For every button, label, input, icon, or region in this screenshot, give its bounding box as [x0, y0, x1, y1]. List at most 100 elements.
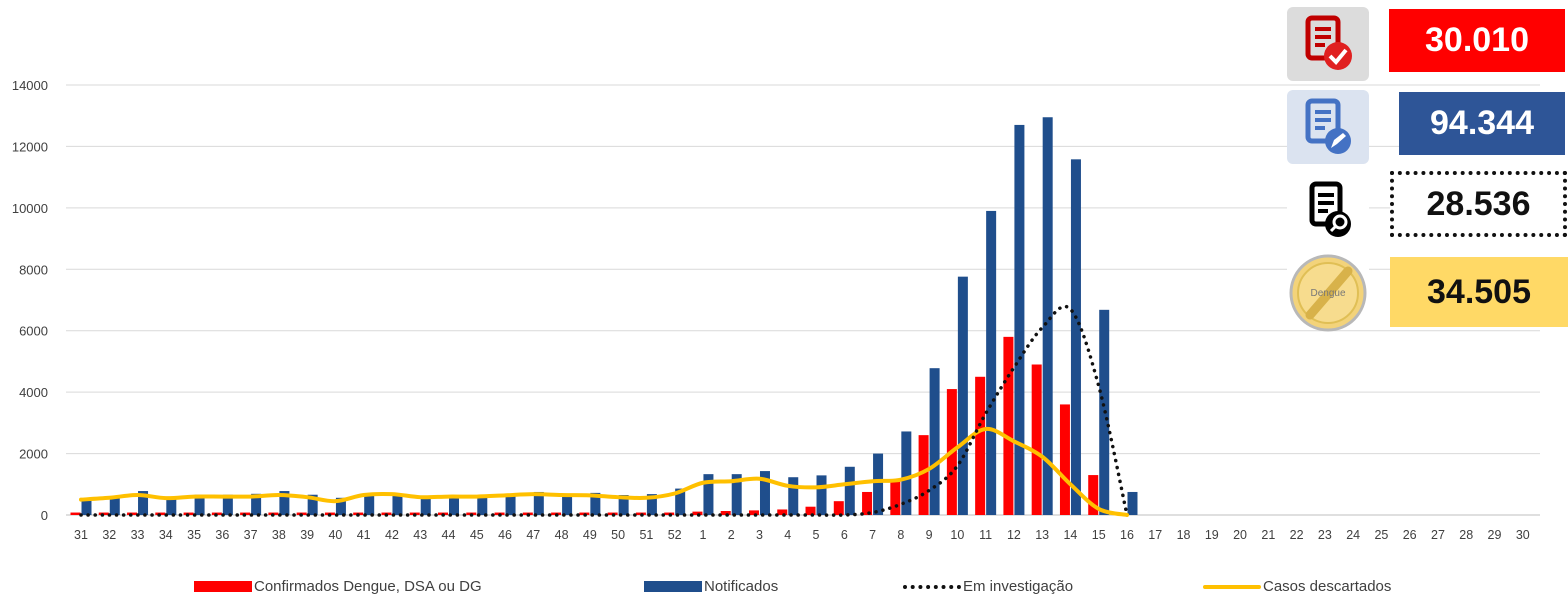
x-tick-label: 17 [1148, 528, 1162, 542]
bar-confirmed [918, 435, 929, 515]
y-tick-label: 4000 [19, 385, 48, 400]
x-tick-label: 19 [1205, 528, 1219, 542]
bar-notified [844, 466, 855, 515]
x-tick-label: 45 [470, 528, 484, 542]
bar-notified [590, 492, 601, 515]
bar-notified [420, 495, 431, 515]
legend-item-notified: Notificados [644, 578, 778, 595]
bar-notified [222, 494, 233, 515]
bar-notified [477, 495, 488, 515]
bar-confirmed [692, 511, 703, 515]
x-tick-label: 42 [385, 528, 399, 542]
y-tick-label: 12000 [12, 139, 48, 154]
bar-confirmed [748, 510, 759, 515]
bar-notified [533, 491, 544, 515]
bar-notified [957, 276, 968, 515]
bar-notified [618, 495, 629, 515]
x-tick-label: 9 [926, 528, 933, 542]
y-tick-label: 0 [41, 508, 48, 523]
x-tick-label: 24 [1346, 528, 1360, 542]
legend-swatch-notified [644, 581, 702, 592]
bar-notified [929, 368, 940, 515]
bar-notified [81, 500, 92, 515]
x-tick-label: 37 [244, 528, 258, 542]
x-tick-label: 5 [813, 528, 820, 542]
x-tick-label: 26 [1403, 528, 1417, 542]
x-axis: 31 32 33 34 35 36 37 38 39 40 41 42 43 44 45 46 47 48 49 50… [74, 528, 1530, 542]
x-tick-label: 51 [639, 528, 653, 542]
x-tick-label: 15 [1092, 528, 1106, 542]
legend-item-confirmed: Confirmados Dengue, DSA ou DG [194, 578, 482, 595]
x-tick-label: 44 [442, 528, 456, 542]
x-tick-label: 43 [413, 528, 427, 542]
document-check-icon [1305, 15, 1352, 70]
bar-confirmed [720, 511, 731, 515]
bar-notified [505, 495, 516, 515]
x-tick-label: 10 [950, 528, 964, 542]
kpi-investigation-value: 28.536 [1390, 171, 1567, 237]
legend-item-discarded: Casos descartados [1203, 578, 1391, 595]
bar-confirmed [862, 491, 873, 515]
x-tick-label: 7 [869, 528, 876, 542]
bar-confirmed [833, 501, 844, 515]
dengue-discarded-icon: Dengue [1289, 254, 1367, 332]
x-tick-label: 27 [1431, 528, 1445, 542]
bar-notified [109, 497, 120, 515]
bar-notified [986, 210, 997, 515]
legend-label-discarded: Casos descartados [1263, 578, 1392, 595]
line-investigation [79, 304, 1129, 517]
bar-notified [335, 497, 346, 515]
x-tick-label: 33 [131, 528, 145, 542]
x-tick-label: 29 [1488, 528, 1502, 542]
y-tick-label: 8000 [19, 262, 48, 277]
x-tick-label: 3 [756, 528, 763, 542]
kpi-confirmed-value: 30.010 [1389, 9, 1565, 72]
legend-label-notified: Notificados [704, 578, 779, 595]
bar-confirmed [975, 376, 986, 515]
legend-label-investigation: Em investigação [963, 578, 1074, 595]
x-tick-label: 28 [1459, 528, 1473, 542]
x-tick-label: 18 [1177, 528, 1191, 542]
x-tick-label: 52 [668, 528, 682, 542]
bar-notified [449, 495, 460, 515]
y-tick-label: 6000 [19, 324, 48, 339]
bar-notified [279, 491, 290, 515]
kpi-discarded-value: 34.505 [1390, 257, 1568, 327]
x-tick-label: 20 [1233, 528, 1247, 542]
bar-confirmed [1059, 404, 1070, 515]
bar-confirmed [1003, 336, 1014, 515]
bar-notified [392, 493, 403, 515]
x-tick-label: 35 [187, 528, 201, 542]
kpi-notified-value: 94.344 [1399, 92, 1565, 155]
legend-swatch-investigation [903, 584, 961, 589]
x-tick-label: 1 [699, 528, 706, 542]
kpi-notified-icon-tile [1287, 90, 1369, 164]
x-tick-label: 23 [1318, 528, 1332, 542]
y-tick-label: 10000 [12, 201, 48, 216]
bar-notified [731, 474, 742, 515]
bar-confirmed [777, 509, 788, 515]
bar-notified [759, 471, 770, 515]
legend-swatch-confirmed [194, 581, 252, 592]
bar-confirmed [1031, 364, 1042, 515]
bar-notified [816, 475, 827, 515]
x-tick-label: 21 [1261, 528, 1275, 542]
bars [70, 117, 1138, 516]
bar-confirmed [805, 506, 816, 515]
document-search-icon [1309, 181, 1351, 237]
bar-notified [1127, 491, 1138, 515]
bar-confirmed [890, 479, 901, 515]
x-tick-label: 48 [555, 528, 569, 542]
bar-confirmed [98, 512, 109, 515]
bar-notified [307, 494, 318, 515]
bar-notified [901, 431, 912, 515]
bar-notified [562, 493, 573, 515]
kpi-investigation-icon-tile [1287, 173, 1369, 247]
bar-notified [1014, 124, 1025, 515]
bar-notified [251, 493, 262, 515]
x-tick-label: 13 [1035, 528, 1049, 542]
x-tick-label: 30 [1516, 528, 1530, 542]
bar-notified [1042, 117, 1053, 515]
kpi-discarded-icon-tile: Dengue [1287, 254, 1369, 332]
